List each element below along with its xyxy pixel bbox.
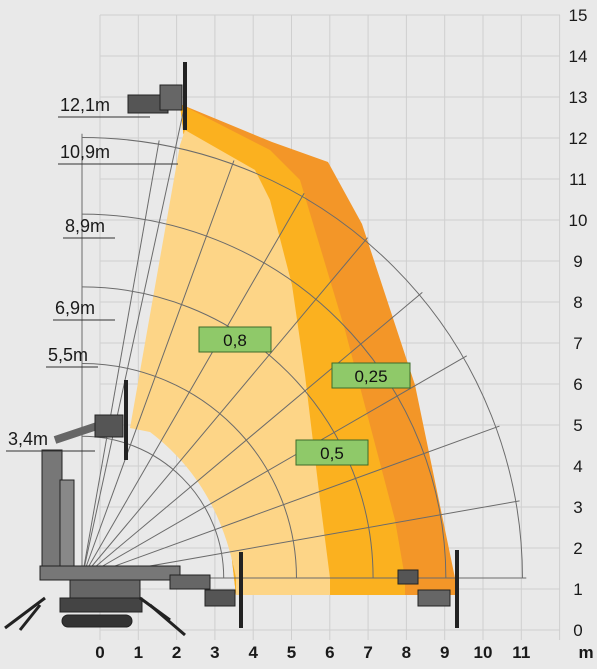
svg-text:0,25: 0,25 bbox=[354, 367, 387, 386]
reach-label: 3,4m bbox=[8, 429, 48, 449]
reach-arc bbox=[81, 286, 374, 579]
y-tick-label: 12 bbox=[569, 129, 588, 148]
y-tick-label: 3 bbox=[573, 498, 582, 517]
x-tick-label: 6 bbox=[325, 643, 334, 662]
x-axis-ticks: 0 1 2 3 4 5 6 7 8 9 10 11 bbox=[95, 643, 530, 662]
y-tick-label: 11 bbox=[569, 170, 587, 189]
angle-ray bbox=[81, 500, 520, 579]
reach-labels: 12,1m 10,9m 8,9m 6,9m 5,5m 3,4m bbox=[6, 95, 178, 452]
angle-ray bbox=[81, 355, 468, 579]
x-tick-label: 1 bbox=[134, 643, 143, 662]
y-tick-label: 6 bbox=[573, 375, 582, 394]
y-tick-label: 2 bbox=[573, 539, 582, 558]
angle-ray bbox=[81, 140, 160, 579]
angle-ray bbox=[81, 103, 186, 579]
y-tick-label: 9 bbox=[573, 252, 582, 271]
angle-ray bbox=[81, 292, 423, 579]
reach-label: 5,5m bbox=[48, 345, 88, 365]
reach-label: 12,1m bbox=[60, 95, 110, 115]
x-tick-label: 3 bbox=[210, 643, 219, 662]
y-tick-label: 15 bbox=[569, 6, 588, 25]
x-tick-label: 11 bbox=[512, 643, 530, 662]
y-tick-label: 4 bbox=[573, 457, 582, 476]
zone-label-025: 0,25 bbox=[331, 362, 411, 389]
y-axis-ticks: 012345678910111213141516 bbox=[569, 6, 588, 640]
zone-08-area bbox=[130, 130, 330, 595]
x-tick-label: 4 bbox=[248, 643, 258, 662]
svg-text:0,8: 0,8 bbox=[223, 331, 247, 350]
zone-label-05: 0,5 bbox=[295, 439, 369, 466]
y-tick-label: 10 bbox=[569, 211, 588, 230]
x-tick-label: 10 bbox=[474, 643, 493, 662]
angle-ray bbox=[81, 425, 500, 579]
reach-arc bbox=[81, 137, 523, 579]
y-tick-label: 7 bbox=[573, 334, 582, 353]
y-tick-label: 5 bbox=[573, 416, 582, 435]
x-tick-label: 5 bbox=[287, 643, 296, 662]
zone-label-08: 0,8 bbox=[198, 326, 272, 353]
crane-illustration bbox=[4, 62, 459, 637]
x-tick-label: 8 bbox=[402, 643, 411, 662]
angle-ray bbox=[81, 192, 305, 579]
x-tick-label: 7 bbox=[363, 643, 372, 662]
reach-label: 10,9m bbox=[60, 142, 110, 162]
y-tick-label: 13 bbox=[569, 88, 588, 107]
reach-label: 6,9m bbox=[55, 298, 95, 318]
angle-ray bbox=[81, 160, 235, 579]
svg-text:0,5: 0,5 bbox=[320, 444, 344, 463]
x-tick-label: 0 bbox=[95, 643, 104, 662]
reach-label: 8,9m bbox=[65, 216, 105, 236]
x-axis-unit: m bbox=[578, 643, 593, 662]
x-tick-label: 2 bbox=[172, 643, 181, 662]
x-tick-label: 9 bbox=[440, 643, 449, 662]
y-tick-label: 1 bbox=[573, 580, 582, 599]
y-tick-label: 14 bbox=[569, 47, 588, 66]
reach-arc bbox=[81, 363, 297, 579]
reach-arc bbox=[81, 213, 447, 579]
reach-arcs bbox=[81, 137, 523, 579]
angle-ray bbox=[81, 237, 368, 579]
y-tick-label: 0 bbox=[573, 621, 582, 640]
y-tick-label: 8 bbox=[573, 293, 582, 312]
